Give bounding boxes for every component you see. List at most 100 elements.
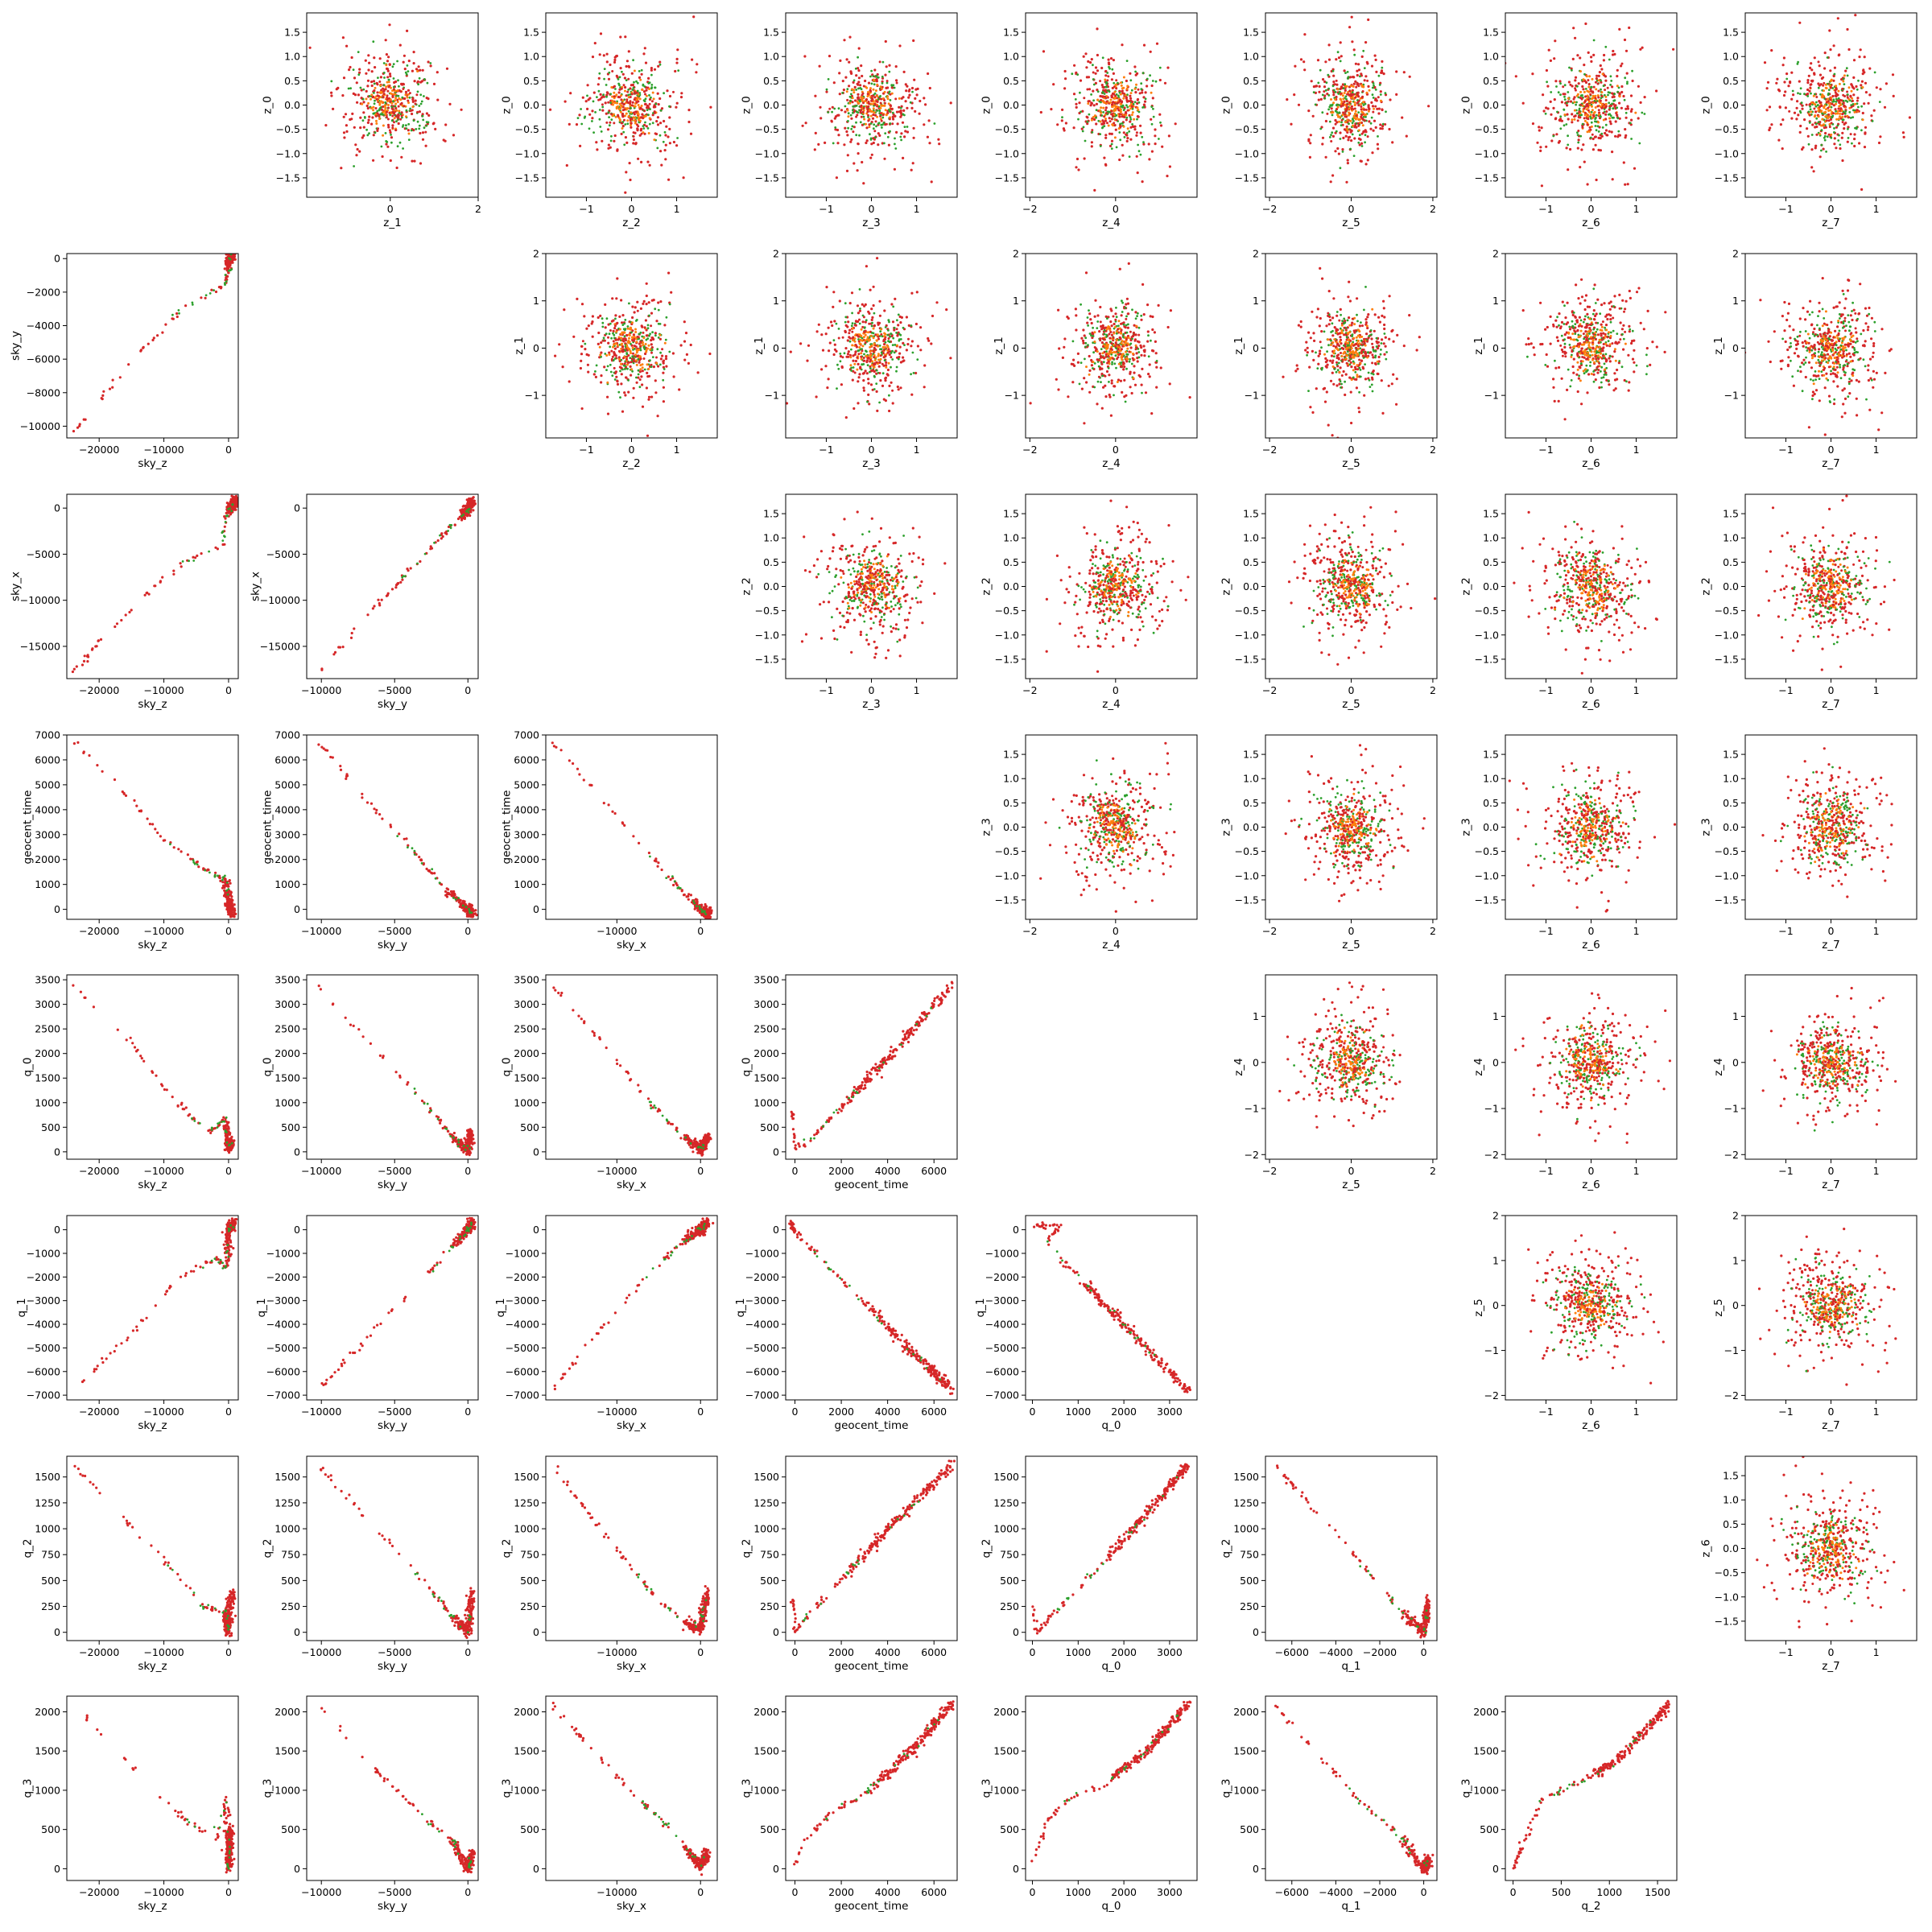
y-axis-label: z_0 (980, 96, 993, 114)
scatter-point (627, 93, 630, 97)
scatter-point (914, 97, 917, 100)
scatter-point (641, 405, 645, 408)
scatter-point (636, 349, 639, 352)
scatter-point (617, 349, 621, 353)
scatter-point (898, 345, 902, 349)
scatter-point (645, 89, 648, 92)
scatter-point (1560, 119, 1563, 122)
x-axis-label: z_6 (1582, 217, 1600, 229)
scatter-point (1372, 129, 1375, 132)
scatter-point (608, 124, 611, 127)
scatter-point (1100, 106, 1103, 109)
scatter-point (850, 324, 853, 328)
scatter-point (1851, 142, 1853, 145)
scatter-point (367, 118, 370, 122)
scatter-point (857, 56, 859, 59)
scatter-point (608, 353, 611, 356)
scatter-point (850, 369, 852, 372)
scatter-point (1152, 107, 1154, 110)
scatter-point (1864, 91, 1868, 94)
scatter-point (632, 333, 636, 336)
scatter-point (614, 354, 617, 357)
scatter-point (1344, 113, 1347, 116)
scatter-point (1323, 94, 1327, 97)
scatter-point (1617, 130, 1620, 133)
x-tick-label: 0 (629, 203, 635, 215)
scatter-point (1339, 131, 1342, 134)
scatter-point (638, 386, 642, 389)
scatter-point (377, 76, 379, 79)
scatter-point (613, 134, 617, 138)
scatter-point (1100, 114, 1104, 117)
scatter-point (635, 351, 638, 354)
scatter-point (614, 314, 617, 317)
scatter-point (1587, 85, 1591, 89)
scatter-point (355, 154, 358, 157)
scatter-point (1576, 85, 1579, 88)
scatter-point (687, 361, 691, 365)
scatter-point (1563, 124, 1566, 127)
scatter-point (1859, 48, 1862, 52)
scatter-point (442, 138, 445, 142)
scatter-point (611, 95, 614, 98)
scatter-point (1835, 147, 1838, 150)
scatter-point (386, 89, 390, 93)
scatter-point (605, 112, 608, 115)
scatter-point (898, 110, 901, 114)
scatter-point (903, 126, 906, 129)
scatter-point (1611, 116, 1614, 119)
scatter-point (879, 330, 882, 333)
scatter-point (1806, 127, 1809, 130)
scatter-point (1129, 105, 1132, 108)
scatter-point (655, 361, 658, 365)
scatter-point (1574, 79, 1577, 82)
scatter-point (847, 115, 850, 118)
scatter-point (1604, 93, 1606, 97)
scatter-point (687, 120, 691, 124)
scatter-point (620, 87, 623, 90)
scatter-point (1371, 93, 1374, 97)
scatter-point (864, 100, 866, 103)
scatter-point (1562, 85, 1565, 89)
scatter-point (850, 348, 852, 351)
scatter-point (1549, 100, 1552, 103)
scatter-point (378, 80, 382, 83)
scatter-point (400, 101, 403, 105)
scatter-point (1595, 129, 1598, 132)
scatter-point (405, 127, 408, 130)
scatter-point (1366, 135, 1369, 138)
scatter-point (1591, 148, 1595, 151)
scatter-point (395, 120, 398, 123)
scatter-point (1346, 162, 1349, 165)
scatter-point (1860, 188, 1864, 191)
scatter-point (399, 90, 402, 93)
scatter-point (663, 368, 666, 370)
scatter-point (640, 68, 643, 72)
scatter-point (869, 138, 873, 141)
scatter-point (415, 93, 419, 97)
scatter-point (861, 336, 864, 340)
scatter-point (1791, 89, 1794, 93)
scatter-point (612, 345, 614, 349)
scatter-point (616, 382, 620, 386)
scatter-point (1602, 59, 1605, 62)
scatter-point (324, 124, 328, 127)
scatter-point (663, 149, 667, 152)
scatter-point (1853, 110, 1856, 114)
y-axis-label: z_0 (501, 96, 514, 114)
y-tick-label: 0.5 (1243, 75, 1259, 87)
scatter-point (1833, 66, 1836, 69)
scatter-point (1141, 180, 1144, 184)
scatter-point (76, 426, 80, 429)
scatter-point (844, 329, 847, 332)
scatter-point (618, 315, 621, 318)
scatter-point (857, 362, 860, 365)
scatter-point (1823, 81, 1826, 85)
scatter-point (391, 65, 394, 68)
scatter-point (1331, 103, 1334, 106)
scatter-point (1863, 102, 1866, 105)
scatter-point (1565, 123, 1568, 126)
scatter-point (898, 352, 902, 355)
scatter-point (625, 376, 627, 379)
